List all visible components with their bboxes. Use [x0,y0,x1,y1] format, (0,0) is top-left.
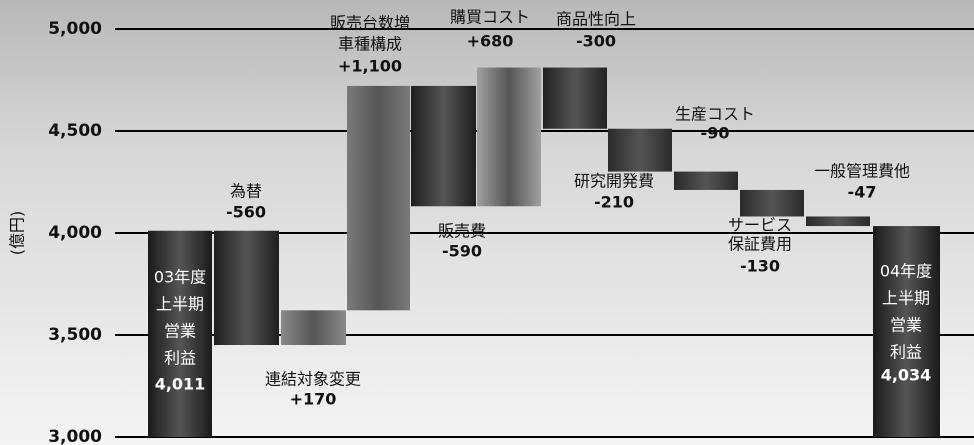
value-label: -560 [226,203,266,222]
bar [674,171,738,190]
category-label: 上半期 [156,295,204,314]
category-label: 販売台数増 [330,14,410,33]
category-label: 研究開発費 [574,172,654,191]
bar [477,67,541,207]
value-label: -130 [740,257,780,276]
bar [347,85,410,311]
bar [806,216,870,227]
category-label: 為替 [230,182,262,201]
y-tick-label: 4,000 [48,223,102,243]
category-label: 車種構成 [338,35,402,54]
category-label: 購買コスト [450,8,530,27]
category-label: 販売費 [438,222,486,241]
value-label: -90 [701,124,730,143]
category-label: 営業 [890,316,922,335]
value-label: +680 [467,32,514,51]
y-tick-label: 3,000 [48,427,102,445]
value-label: -590 [442,242,482,261]
bar [281,310,346,345]
category-label: 連結対象変更 [265,370,361,389]
category-label: 04年度 [880,262,932,281]
y-tick-label: 3,500 [48,325,102,345]
category-label: 利益 [164,349,196,368]
category-label: 保証費用 [728,235,792,254]
value-label: -300 [576,32,616,51]
y-tick-label: 5,000 [48,19,102,39]
category-label: サービス [728,216,792,235]
value-label: -210 [594,193,634,212]
category-label: 利益 [890,343,922,362]
value-label: +170 [290,390,337,409]
y-axis-label: (億円) [8,211,27,256]
category-label: 営業 [164,322,196,341]
bar [740,189,804,217]
category-label: 一般管理費他 [814,162,910,181]
bar [873,226,940,437]
category-label: 生産コスト [675,105,755,124]
bar [411,85,476,207]
value-label: +1,100 [338,57,402,76]
bar [543,67,607,129]
category-label: 商品性向上 [556,10,636,29]
bar [148,230,212,437]
category-label: 上半期 [882,289,930,308]
value-label: 4,034 [881,366,932,385]
category-label: 03年度 [154,268,206,287]
y-tick-label: 4,500 [48,121,102,141]
bar [608,128,672,172]
value-label: 4,011 [155,375,206,394]
bar [214,230,279,345]
value-label: -47 [848,183,877,202]
